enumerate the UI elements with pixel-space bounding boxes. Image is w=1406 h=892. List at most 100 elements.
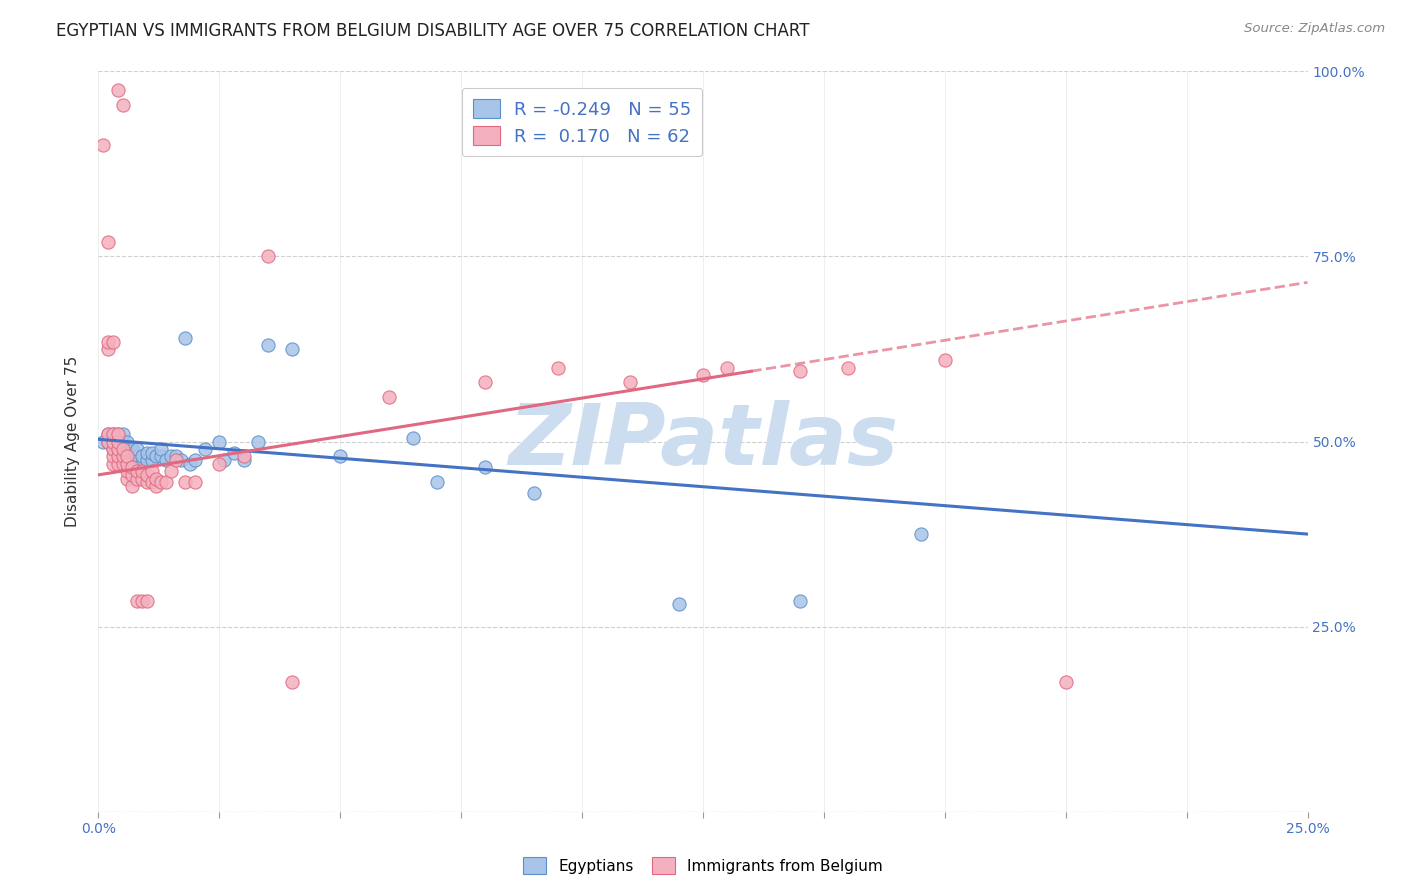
Point: [107, 442, 129, 456]
Point: [329, 450, 352, 464]
Point: [111, 434, 134, 449]
Point: [117, 464, 139, 478]
Point: [716, 360, 738, 375]
Point: [402, 431, 425, 445]
Point: [281, 675, 304, 690]
Text: EGYPTIAN VS IMMIGRANTS FROM BELGIUM DISABILITY AGE OVER 75 CORRELATION CHART: EGYPTIAN VS IMMIGRANTS FROM BELGIUM DISA…: [56, 22, 810, 40]
Point: [97, 334, 120, 349]
Point: [232, 453, 254, 467]
Point: [101, 334, 124, 349]
Point: [101, 450, 124, 464]
Point: [145, 450, 167, 464]
Point: [107, 450, 129, 464]
Point: [97, 427, 120, 442]
Point: [107, 427, 129, 442]
Point: [121, 460, 143, 475]
Point: [212, 453, 235, 467]
Point: [135, 593, 157, 607]
Point: [97, 434, 120, 449]
Point: [101, 434, 124, 449]
Point: [141, 453, 163, 467]
Point: [145, 479, 167, 493]
Point: [127, 471, 149, 485]
Text: Source: ZipAtlas.com: Source: ZipAtlas.com: [1244, 22, 1385, 36]
Point: [547, 360, 569, 375]
Point: [184, 475, 207, 490]
Point: [194, 442, 217, 456]
Point: [1054, 675, 1077, 690]
Point: [117, 450, 139, 464]
Point: [165, 453, 187, 467]
Point: [789, 364, 811, 378]
Point: [256, 338, 278, 352]
Point: [97, 434, 120, 449]
Point: [111, 427, 134, 442]
Point: [111, 442, 134, 456]
Point: [97, 427, 120, 442]
Point: [141, 445, 163, 459]
Y-axis label: Disability Age Over 75: Disability Age Over 75: [65, 356, 80, 527]
Point: [523, 486, 546, 500]
Point: [135, 467, 157, 482]
Point: [174, 331, 197, 345]
Point: [121, 442, 143, 456]
Point: [127, 464, 149, 478]
Point: [135, 453, 157, 467]
Point: [121, 479, 143, 493]
Point: [97, 342, 120, 356]
Point: [117, 442, 139, 456]
Point: [474, 460, 496, 475]
Point: [208, 434, 231, 449]
Point: [97, 235, 120, 249]
Point: [160, 464, 183, 478]
Point: [107, 427, 129, 442]
Point: [111, 457, 134, 471]
Point: [692, 368, 714, 382]
Point: [150, 442, 173, 456]
Point: [247, 434, 270, 449]
Point: [111, 450, 134, 464]
Point: [668, 598, 690, 612]
Point: [474, 376, 496, 390]
Point: [377, 390, 399, 404]
Point: [101, 442, 124, 456]
Point: [174, 475, 197, 490]
Point: [150, 450, 173, 464]
Point: [101, 427, 124, 442]
Point: [281, 342, 304, 356]
Point: [107, 434, 129, 449]
Point: [131, 457, 153, 471]
Point: [101, 427, 124, 442]
Point: [107, 83, 129, 97]
Point: [107, 457, 129, 471]
Point: [910, 527, 932, 541]
Point: [131, 593, 153, 607]
Point: [117, 434, 139, 449]
Point: [165, 450, 187, 464]
Point: [131, 471, 153, 485]
Point: [145, 471, 167, 485]
Point: [111, 97, 134, 112]
Point: [150, 475, 173, 490]
Point: [135, 445, 157, 459]
Point: [184, 453, 207, 467]
Point: [107, 442, 129, 456]
Point: [169, 453, 191, 467]
Point: [160, 450, 183, 464]
Point: [789, 593, 811, 607]
Point: [208, 457, 231, 471]
Point: [155, 475, 177, 490]
Point: [155, 453, 177, 467]
Point: [117, 457, 139, 471]
Point: [101, 442, 124, 456]
Text: ZIPatlas: ZIPatlas: [508, 400, 898, 483]
Point: [222, 445, 245, 459]
Point: [179, 457, 201, 471]
Point: [934, 353, 956, 368]
Point: [91, 434, 114, 449]
Point: [91, 138, 114, 153]
Point: [837, 360, 859, 375]
Point: [111, 450, 134, 464]
Legend: R = -0.249   N = 55, R =  0.170   N = 62: R = -0.249 N = 55, R = 0.170 N = 62: [461, 87, 703, 156]
Point: [232, 450, 254, 464]
